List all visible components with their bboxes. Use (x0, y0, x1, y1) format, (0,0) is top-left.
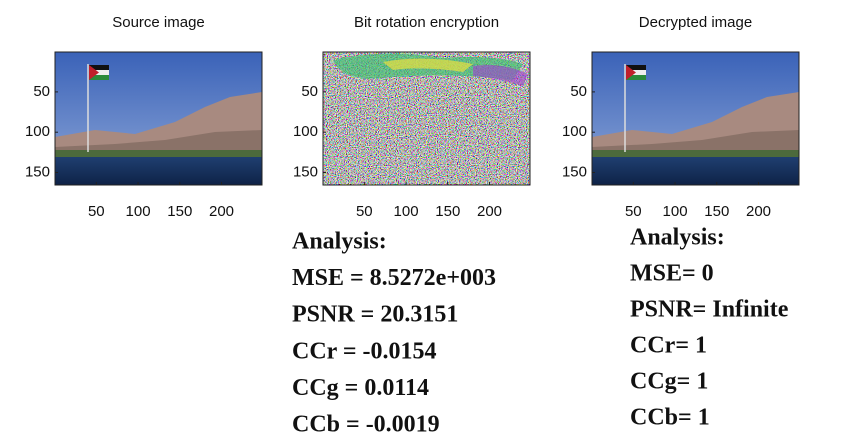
x-tick-label: 100 (126, 203, 151, 220)
x-tick-label: 50 (356, 203, 373, 220)
decrypted-image (592, 52, 799, 185)
y-tick-label: 150 (562, 163, 587, 180)
analysis-line: MSE= 0 (630, 261, 714, 287)
x-tick-label: 50 (625, 203, 642, 220)
encrypted-image (323, 52, 530, 185)
y-tick-label: 100 (293, 123, 318, 140)
x-tick-label: 100 (394, 203, 419, 220)
panel-title: Decrypted image (639, 14, 752, 31)
analysis-line: CCb = -0.0019 (292, 412, 440, 438)
x-tick-label: 200 (477, 203, 502, 220)
x-tick-label: 100 (663, 203, 688, 220)
x-tick-label: 200 (209, 203, 234, 220)
y-tick-label: 50 (570, 83, 587, 100)
x-tick-label: 150 (435, 203, 460, 220)
x-tick-label: 150 (167, 203, 192, 220)
analysis-line: CCg = 0.0114 (292, 375, 429, 401)
y-tick-label: 100 (562, 123, 587, 140)
figure: Source image 50 100 150 200 50 100 150 Bit rotat… (0, 0, 844, 441)
y-tick-label: 150 (25, 163, 50, 180)
y-tick-label: 100 (25, 123, 50, 140)
x-tick-label: 50 (88, 203, 105, 220)
analysis-line: MSE = 8.5272e+003 (292, 265, 496, 291)
analysis-heading: Analysis: (630, 225, 725, 251)
analysis-line: PSNR = 20.3151 (292, 302, 458, 328)
panel-title: Bit rotation encryption (354, 14, 499, 31)
source-image (55, 52, 262, 185)
y-tick-label: 150 (293, 163, 318, 180)
analysis-line: CCb= 1 (630, 405, 710, 431)
y-tick-label: 50 (33, 83, 50, 100)
analysis-heading: Analysis: (292, 229, 387, 255)
analysis-line: PSNR= Infinite (630, 297, 789, 323)
analysis-line: CCg= 1 (630, 369, 708, 395)
x-tick-label: 200 (746, 203, 771, 220)
analysis-line: CCr = -0.0154 (292, 338, 437, 364)
panel-title: Source image (112, 14, 205, 31)
x-tick-label: 150 (704, 203, 729, 220)
y-tick-label: 50 (301, 83, 318, 100)
analysis-line: CCr= 1 (630, 333, 707, 359)
